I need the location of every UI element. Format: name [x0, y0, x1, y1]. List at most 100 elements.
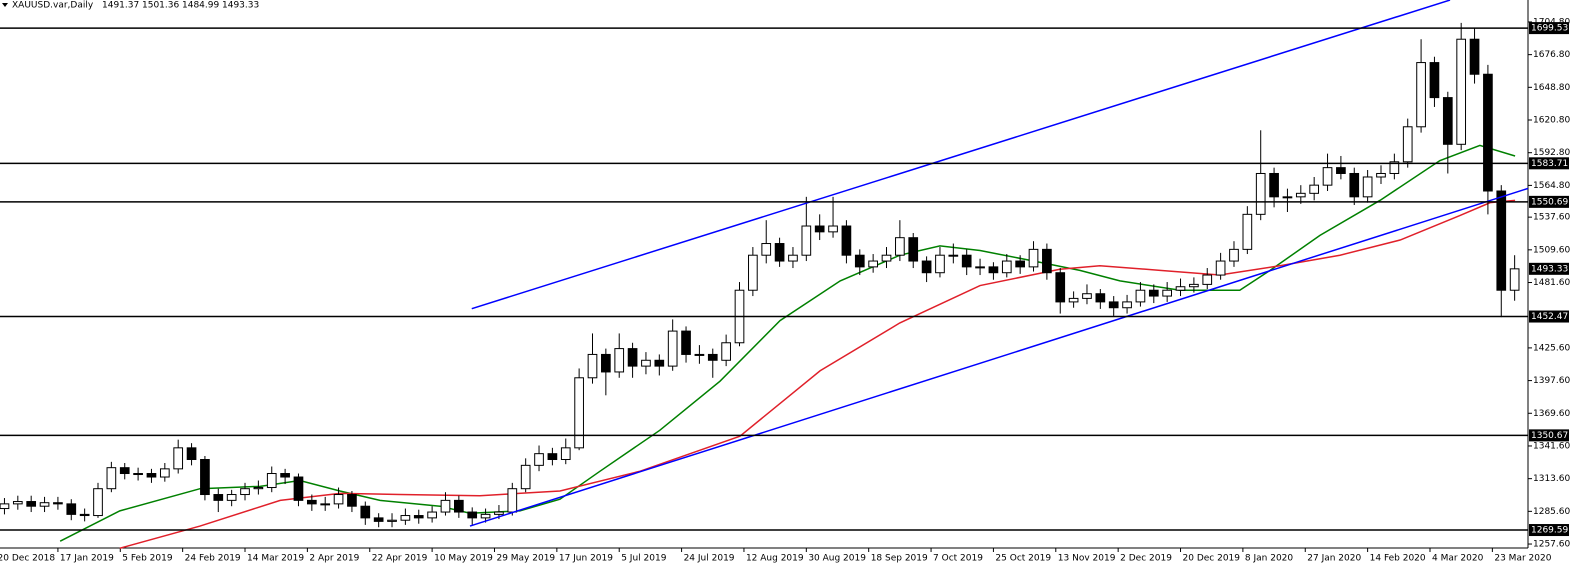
x-tick-label: 2 Apr 2019	[309, 554, 359, 564]
candle-body	[627, 348, 638, 367]
candle-body	[79, 513, 90, 517]
candle-body	[159, 468, 170, 478]
level-label: 1550.69	[1531, 197, 1568, 207]
candle-body	[213, 494, 224, 501]
candle-body	[373, 517, 384, 522]
candle-body	[12, 501, 23, 505]
candle-body	[293, 476, 304, 501]
candle-body	[0, 503, 10, 510]
candle-body	[988, 266, 999, 274]
trendline	[469, 187, 1529, 527]
candle-body	[400, 515, 411, 521]
level-label: 1269.59	[1531, 526, 1568, 536]
candle-body	[707, 353, 718, 361]
candle-body	[935, 254, 945, 274]
level-label-box	[1529, 157, 1569, 170]
candle-body	[774, 243, 785, 262]
x-tick-label: 17 Jan 2019	[60, 554, 114, 564]
x-tick-label: 20 Dec 2019	[1183, 554, 1241, 564]
y-tick-label: 1620.80	[1533, 116, 1570, 126]
candle-body	[1295, 192, 1306, 198]
candle-body	[39, 502, 50, 507]
x-tick-label: 13 Nov 2019	[1058, 554, 1116, 564]
last-price-label: 1493.33	[1531, 264, 1568, 274]
y-tick-label: 1509.60	[1533, 245, 1570, 255]
candle-body	[26, 501, 37, 507]
candle-body	[106, 467, 117, 490]
candle-body	[360, 505, 371, 519]
header-ohlc-value: 1491.37	[102, 1, 139, 11]
candle-body	[1389, 161, 1400, 174]
candle-body	[306, 499, 317, 505]
x-tick-label: 12 Aug 2019	[746, 554, 804, 564]
candle-body	[881, 254, 892, 262]
x-tick-label: 22 Apr 2019	[372, 554, 428, 564]
candle-body	[1309, 184, 1320, 194]
header-ohlc-value: 1493.33	[222, 1, 259, 11]
candle-body	[1015, 260, 1025, 268]
candle-body	[694, 353, 705, 356]
candle-body	[119, 467, 130, 475]
candle-body	[320, 503, 331, 506]
x-tick-label: 5 Feb 2019	[122, 554, 173, 564]
candle-body	[1269, 172, 1279, 198]
candle-body	[788, 254, 798, 262]
candle-body	[948, 254, 959, 257]
candle-body	[667, 330, 678, 367]
candle-body	[908, 237, 919, 262]
candle-body	[1496, 190, 1507, 291]
y-tick-label: 1313.60	[1533, 474, 1570, 484]
candle-body	[1068, 297, 1079, 303]
candle-body	[1456, 38, 1467, 145]
candle-body	[854, 254, 865, 268]
candle-body	[641, 359, 651, 367]
moving-average-line	[119, 199, 1516, 549]
candle-body	[1242, 213, 1253, 250]
candle-body	[507, 488, 518, 513]
candle-body	[654, 359, 665, 367]
moving-average-line	[59, 144, 1516, 542]
level-label: 1699.53	[1531, 24, 1568, 34]
y-tick-label: 1369.60	[1533, 409, 1570, 419]
candle-body	[186, 447, 197, 461]
candle-body	[828, 225, 838, 233]
last-price-box	[1529, 262, 1569, 275]
y-tick-label: 1537.60	[1533, 213, 1570, 223]
candle-body	[520, 464, 531, 490]
candle-body	[1442, 97, 1453, 145]
candle-body	[814, 225, 825, 233]
level-label-box	[1529, 195, 1569, 208]
candle-body	[868, 260, 878, 268]
x-tick-label: 14 Mar 2019	[247, 554, 304, 564]
x-tick-label: 17 Jun 2019	[559, 554, 613, 564]
candle-body	[547, 453, 558, 461]
symbol-arrow	[2, 3, 8, 7]
candle-body	[173, 447, 184, 470]
x-tick-label: 20 Dec 2018	[0, 554, 55, 564]
y-tick-label: 1341.60	[1533, 441, 1570, 451]
y-tick-label: 1648.80	[1533, 83, 1570, 93]
candle-body	[253, 487, 264, 490]
candle-body	[1215, 260, 1226, 276]
x-tick-label: 14 Feb 2020	[1370, 554, 1426, 564]
x-tick-label: 5 Jul 2019	[621, 554, 666, 564]
candle-body	[226, 494, 237, 501]
chart-title: XAUUSD.var,Daily	[12, 1, 94, 11]
candle-body	[1509, 268, 1520, 291]
x-tick-label: 23 Mar 2020	[1494, 554, 1551, 564]
x-tick-label: 10 May 2019	[434, 554, 493, 564]
candle-body	[681, 330, 691, 355]
candle-body	[93, 488, 103, 517]
header-ohlc-value: 1501.36	[142, 1, 179, 11]
candle-body	[975, 266, 985, 269]
y-tick-label: 1285.60	[1533, 507, 1570, 517]
candle-body	[454, 499, 464, 513]
candle-body	[1416, 62, 1426, 128]
level-label: 1350.67	[1531, 431, 1568, 441]
candle-body	[1483, 73, 1493, 192]
candle-body	[240, 488, 250, 496]
level-label-box	[1529, 310, 1569, 323]
candle-body	[1175, 286, 1186, 291]
candle-body	[1255, 172, 1266, 215]
